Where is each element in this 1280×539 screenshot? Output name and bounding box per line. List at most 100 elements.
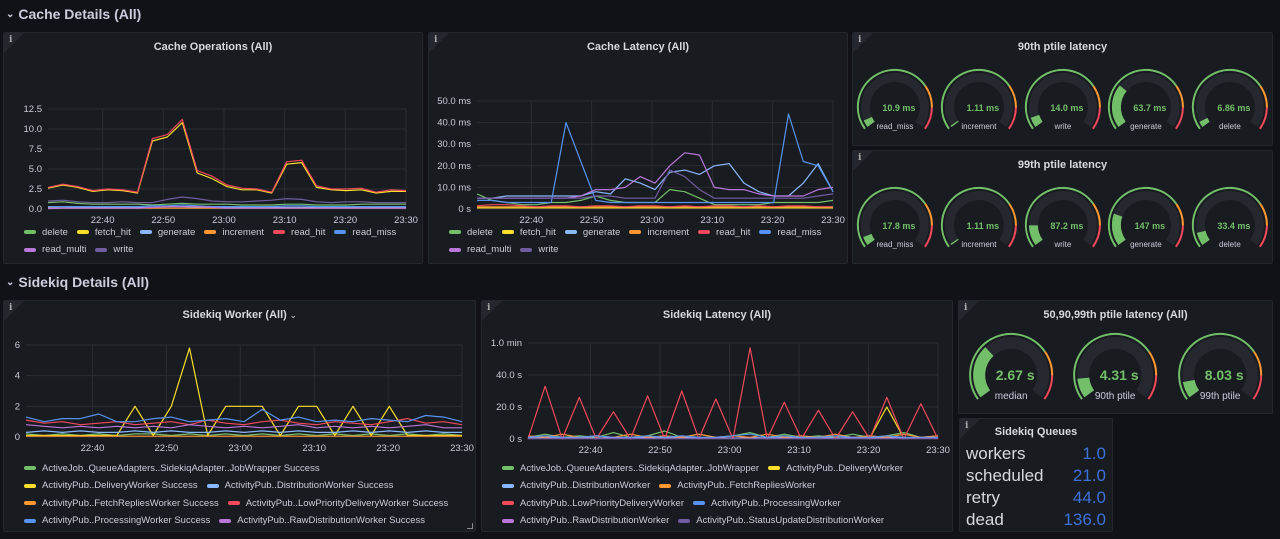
- gauge-value-arc: [1030, 114, 1043, 127]
- legend-item[interactable]: delete: [449, 224, 493, 241]
- legend-swatch: [693, 501, 706, 505]
- legend-item[interactable]: write: [95, 241, 133, 258]
- x-tick-label: 23:20: [333, 215, 357, 226]
- panel-title[interactable]: Sidekiq Queues: [994, 426, 1078, 438]
- gauge-99th-ptile: 8.03 s 99th ptile: [1177, 332, 1262, 402]
- panel-title[interactable]: 99th ptile latency: [1017, 159, 1108, 171]
- panel-sidekiq-latency: i Sidekiq Latency (All) 0 s 20.0 s 40.0 s 1…: [481, 300, 953, 532]
- legend-item[interactable]: generate: [564, 224, 620, 241]
- legend-item[interactable]: ActivityPub..StatusUpdateDistributionWor…: [678, 512, 884, 529]
- legend-item[interactable]: ActivityPub..ProcessingWorker Success: [24, 512, 210, 529]
- legend-swatch: [95, 247, 108, 252]
- legend-item[interactable]: ActivityPub..DistributionWorker Success: [206, 477, 393, 494]
- legend-item[interactable]: ActivityPub..LowPriorityDeliveryWorker S…: [227, 495, 448, 512]
- legend-swatch: [659, 483, 672, 488]
- x-tick-label: 22:40: [519, 215, 543, 226]
- gauge-track: [860, 73, 929, 127]
- legend-item[interactable]: fetch_hit: [501, 224, 556, 241]
- legend-item[interactable]: ActivityPub..DistributionWorker: [502, 477, 650, 494]
- gauge-label: write: [1053, 240, 1071, 249]
- legend-item[interactable]: ActiveJob..QueueAdapters..SidekiqAdapter…: [502, 460, 759, 477]
- panel-title[interactable]: Cache Operations (All): [153, 41, 273, 53]
- gauge-median: 2.67 s median: [969, 332, 1054, 402]
- legend-item[interactable]: read_multi: [449, 241, 511, 258]
- info-icon[interactable]: i: [9, 35, 13, 45]
- y-tick-label: 30.0 ms: [437, 139, 471, 150]
- legend-item[interactable]: read_hit: [273, 224, 325, 241]
- series-line-fetch-hit: [47, 122, 406, 194]
- threshold-green: [1177, 332, 1255, 400]
- legend-swatch: [219, 518, 232, 523]
- legend-item[interactable]: fetch_hit: [76, 224, 131, 241]
- x-tick-label: 22:50: [151, 215, 175, 226]
- threshold-orange: [924, 203, 933, 226]
- legend-item[interactable]: ActivityPub..FetchRepliesWorker Success: [24, 495, 219, 512]
- legend-item[interactable]: ActiveJob..QueueAdapters..SidekiqAdapter…: [24, 460, 320, 477]
- threshold-red: [1259, 107, 1269, 130]
- info-icon[interactable]: i: [858, 35, 862, 45]
- legend-item[interactable]: ActivityPub..DeliveryWorker: [768, 460, 903, 477]
- info-icon[interactable]: i: [964, 303, 968, 313]
- x-tick-label: 23:30: [926, 445, 950, 456]
- legend-item[interactable]: read_miss: [334, 224, 396, 241]
- info-icon[interactable]: i: [858, 153, 862, 163]
- gauge-label: generate: [1130, 122, 1162, 131]
- legend-item[interactable]: write: [520, 241, 558, 258]
- threshold-orange: [1148, 351, 1158, 376]
- legend-item[interactable]: ActivityPub..FetchRepliesWorker: [659, 477, 815, 494]
- x-tick-label: 23:10: [273, 215, 297, 226]
- threshold-orange: [1044, 351, 1054, 376]
- panel-title[interactable]: Sidekiq Latency (All): [662, 309, 772, 321]
- legend-swatch: [502, 518, 514, 523]
- gauge-group: 2.67 s median 4.31 s 90th ptile 8.03 s 99th p…: [959, 331, 1272, 413]
- gauge-value: 6.86 ms: [1218, 103, 1251, 113]
- gauge-label: generate: [1130, 240, 1162, 249]
- queue-row-workers: workers 1.0: [966, 443, 1106, 465]
- row-header-cache-details[interactable]: ⌄ Cache Details (All): [6, 6, 141, 22]
- sidekiq-worker-chart: 0 2 4 6 22:40 22:50 23:00 23:10 23:20 23:30: [15, 340, 474, 454]
- legend-item[interactable]: ActivityPub..DeliveryWorker Success: [24, 477, 198, 494]
- threshold-red: [923, 107, 933, 130]
- legend-swatch: [502, 466, 514, 470]
- threshold-green: [1108, 186, 1178, 248]
- info-icon[interactable]: i: [434, 35, 438, 45]
- threshold-green: [940, 68, 1010, 130]
- queue-row-dead: dead 136.0: [966, 509, 1106, 531]
- gauge-value-arc: [863, 116, 875, 127]
- panel-sidekiq-queues: i Sidekiq Queues workers 1.0 scheduled 2…: [959, 418, 1113, 532]
- legend-label: ActivityPub..RawDistributionWorker: [520, 515, 670, 526]
- legend: ActiveJob..QueueAdapters..SidekiqAdapter…: [24, 459, 469, 529]
- info-icon[interactable]: i: [9, 303, 13, 313]
- threshold-green: [856, 68, 927, 130]
- gauge-generate: 63.7 ms generate: [1108, 68, 1185, 131]
- info-icon[interactable]: i: [965, 421, 969, 431]
- info-icon[interactable]: i: [487, 303, 491, 313]
- panel-title[interactable]: Sidekiq Worker (All) ⌄: [4, 309, 475, 321]
- y-tick-label: 0 s: [458, 204, 471, 215]
- legend-item[interactable]: increment: [629, 224, 689, 241]
- legend-item[interactable]: read_miss: [759, 224, 821, 241]
- resize-handle[interactable]: [467, 523, 473, 529]
- legend-item[interactable]: ActivityPub..LowPriorityDeliveryWorker: [502, 495, 684, 512]
- legend-item[interactable]: generate: [139, 224, 195, 241]
- legend-item[interactable]: read_hit: [698, 224, 750, 241]
- legend-label: ActivityPub..ProcessingWorker Success: [42, 515, 211, 526]
- chevron-down-icon[interactable]: ⌄: [289, 311, 297, 320]
- legend-row: ActivityPub..ProcessingWorker Success Act…: [24, 512, 469, 530]
- gauge-increment: 1.11 ms increment: [940, 186, 1017, 249]
- legend-label: increment: [222, 226, 265, 238]
- legend-item[interactable]: ActivityPub..ProcessingWorker: [693, 495, 841, 512]
- legend-swatch: [227, 501, 240, 505]
- legend-item[interactable]: ActivityPub..RawDistributionWorker: [502, 512, 669, 529]
- panel-title[interactable]: 50,90,99th ptile latency (All): [1043, 309, 1188, 321]
- gauge-value: 33.4 ms: [1218, 221, 1251, 231]
- panel-title[interactable]: Cache Latency (All): [586, 41, 690, 53]
- panel-title[interactable]: 90th ptile latency: [1017, 41, 1108, 53]
- legend-item[interactable]: read_multi: [24, 241, 86, 258]
- legend-item[interactable]: increment: [204, 224, 264, 241]
- legend-item[interactable]: ActivityPub..RawDistributionWorker Succe…: [219, 512, 425, 529]
- y-tick-label: 10.0: [24, 124, 43, 135]
- threshold-red: [1259, 225, 1269, 248]
- row-header-sidekiq-details[interactable]: ⌄ Sidekiq Details (All): [6, 274, 149, 290]
- legend-item[interactable]: delete: [24, 224, 68, 241]
